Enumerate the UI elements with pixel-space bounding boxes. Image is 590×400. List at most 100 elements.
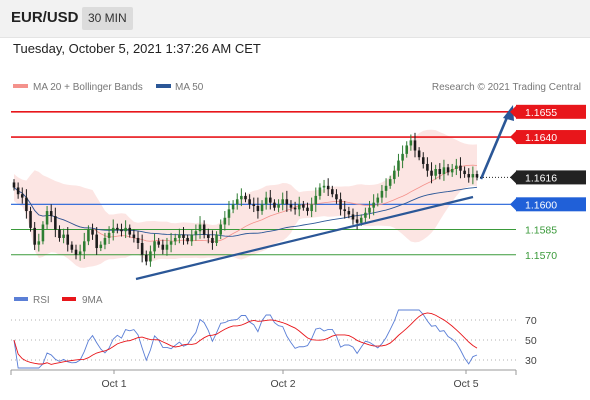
trend-drawings: [135, 105, 514, 281]
candle: [471, 166, 475, 185]
candle-body: [417, 150, 421, 158]
legend-rsi: RSI: [33, 295, 50, 306]
candle-body: [99, 244, 103, 249]
candle: [58, 225, 61, 242]
candle: [421, 152, 425, 169]
candle: [178, 228, 181, 244]
candle-body: [256, 206, 260, 212]
candle-body: [207, 234, 210, 238]
candle-body: [223, 217, 227, 225]
candle: [173, 233, 177, 246]
candle: [116, 223, 119, 234]
level-tag-arrow-1.1640: [510, 131, 516, 144]
timestamp: Tuesday, October 5, 2021 1:37:26 AM CET: [13, 41, 261, 56]
candle-body: [103, 237, 107, 245]
candle-body: [107, 232, 111, 238]
candle: [306, 202, 309, 216]
candle: [194, 224, 198, 241]
candle: [82, 232, 86, 259]
candle: [417, 147, 421, 161]
level-tag-1.1640: [516, 130, 586, 145]
candle: [434, 164, 437, 180]
candle: [388, 175, 392, 189]
candle: [331, 185, 334, 198]
candle: [231, 200, 235, 214]
candle: [314, 187, 318, 212]
candle-body: [339, 199, 342, 210]
candle-body: [326, 185, 330, 190]
price-levels: [11, 111, 516, 256]
candle-body: [455, 165, 458, 169]
candle: [368, 200, 371, 219]
candle: [264, 191, 268, 210]
candle-body: [442, 167, 446, 175]
candle: [107, 226, 111, 245]
level-label-1.1570: 1.1570: [525, 250, 557, 262]
candle: [438, 163, 442, 180]
candle: [459, 157, 462, 179]
candle: [186, 234, 189, 245]
candle: [372, 194, 375, 216]
candle-body: [37, 241, 41, 245]
candle-body: [438, 169, 442, 175]
candle-body: [310, 204, 313, 212]
candle: [20, 187, 24, 204]
trendline: [135, 195, 474, 281]
candle: [281, 192, 284, 211]
candle-body: [25, 197, 28, 212]
candle-body: [49, 211, 53, 217]
candle-body: [211, 237, 214, 243]
candle-body: [355, 219, 359, 223]
candle: [240, 188, 243, 207]
ma50-line: [13, 186, 478, 237]
candle-body: [124, 227, 127, 232]
candle-body: [277, 204, 280, 208]
candle-body: [322, 185, 326, 188]
candle: [182, 227, 185, 245]
candle-body: [173, 237, 177, 242]
level-label-1.1655: 1.1655: [525, 107, 557, 119]
candle: [227, 200, 231, 226]
candle: [103, 232, 107, 250]
candle-body: [450, 169, 454, 173]
candle: [364, 207, 367, 223]
level-tag-1.1655: [516, 104, 586, 119]
candle: [145, 250, 148, 266]
candle: [393, 165, 396, 184]
candle-body: [463, 170, 466, 175]
candle: [124, 220, 127, 239]
candle: [397, 153, 400, 177]
candle: [198, 216, 202, 239]
candle: [190, 229, 194, 246]
candle-body: [219, 224, 222, 235]
candle-body: [186, 237, 189, 242]
candle: [74, 244, 78, 260]
candle-body: [70, 244, 74, 250]
candle-body: [409, 140, 413, 146]
candle-body: [388, 179, 392, 186]
candle: [475, 170, 479, 181]
candle-body: [45, 211, 49, 225]
candle-body: [293, 207, 297, 210]
candle-body: [281, 199, 284, 205]
candle: [413, 132, 417, 158]
chart-credit: Research © 2021 Trading Central: [432, 82, 581, 93]
candle: [318, 183, 322, 200]
candle: [41, 221, 45, 245]
candle-body: [136, 237, 140, 243]
candle-body: [91, 229, 94, 235]
candle-body: [393, 170, 396, 180]
candle-body: [273, 202, 276, 208]
candle: [430, 162, 433, 184]
candle: [401, 145, 404, 169]
candle: [49, 204, 53, 223]
rsi-ma-line: [13, 312, 478, 365]
candle: [128, 224, 132, 238]
candle-body: [260, 204, 264, 212]
candle: [355, 211, 359, 230]
candle-body: [343, 209, 346, 212]
timeframe-button[interactable]: 30 MIN: [82, 7, 133, 30]
candle-body: [215, 234, 218, 243]
candle-body: [380, 190, 384, 198]
